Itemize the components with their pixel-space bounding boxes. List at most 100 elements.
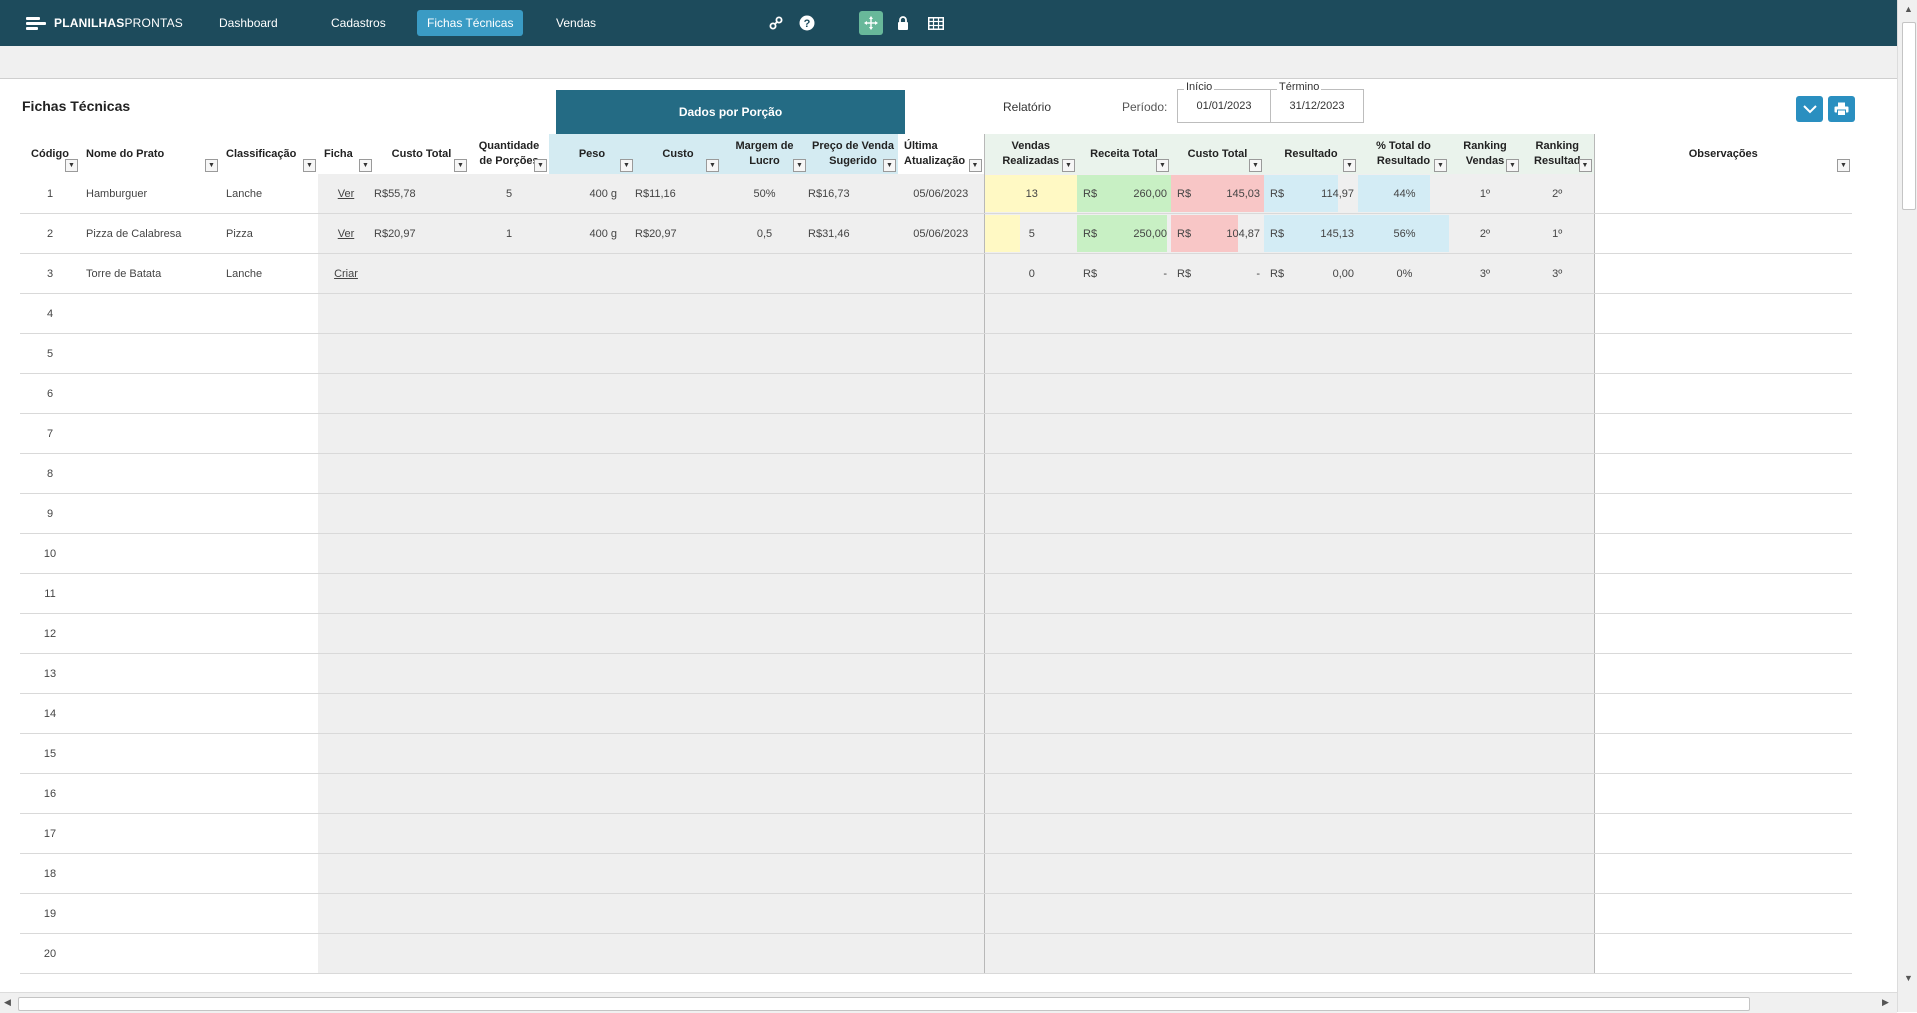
classificacao-cell[interactable] [220, 893, 318, 934]
codigo-cell[interactable]: 1 [20, 174, 80, 214]
ficha-cell[interactable] [318, 653, 374, 694]
termino-value[interactable]: 31/12/2023 [1289, 100, 1345, 112]
inicio-value[interactable]: 01/01/2023 [1196, 100, 1252, 112]
nome-cell[interactable] [80, 533, 220, 574]
nome-cell[interactable] [80, 733, 220, 774]
observacoes-cell[interactable] [1593, 493, 1852, 534]
horizontal-scroll-thumb[interactable] [18, 997, 1750, 1011]
ficha-cell[interactable] [318, 373, 374, 414]
ficha-cell[interactable] [318, 413, 374, 454]
ficha-cell[interactable] [318, 693, 374, 734]
filter-dropdown-icon[interactable]: ▼ [1156, 159, 1169, 172]
classificacao-cell[interactable] [220, 773, 318, 814]
codigo-cell[interactable]: 13 [20, 653, 80, 694]
filter-dropdown-icon[interactable]: ▼ [968, 159, 982, 172]
observacoes-cell[interactable] [1593, 253, 1852, 294]
classificacao-cell[interactable] [220, 493, 318, 534]
codigo-cell[interactable]: 6 [20, 373, 80, 414]
classificacao-cell[interactable] [220, 453, 318, 494]
nome-cell[interactable] [80, 493, 220, 534]
ficha-cell[interactable] [318, 933, 374, 974]
observacoes-cell[interactable] [1593, 893, 1852, 934]
ficha-cell[interactable] [318, 533, 374, 574]
codigo-cell[interactable]: 16 [20, 773, 80, 814]
ficha-cell[interactable] [318, 493, 374, 534]
codigo-cell[interactable]: 9 [20, 493, 80, 534]
ficha-cell[interactable] [318, 773, 374, 814]
planilhas-prontas-logo[interactable]: PLANILHAS PRONTAS [26, 13, 183, 33]
classificacao-cell[interactable] [220, 933, 318, 974]
print-button[interactable] [1828, 96, 1855, 122]
observacoes-cell[interactable] [1593, 813, 1852, 854]
lock-icon[interactable] [892, 12, 914, 34]
ficha-cell[interactable] [318, 293, 374, 334]
scroll-left-icon[interactable]: ◀ [4, 997, 11, 1007]
vertical-scroll-thumb[interactable] [1902, 22, 1916, 210]
observacoes-cell[interactable] [1593, 413, 1852, 454]
codigo-cell[interactable]: 20 [20, 933, 80, 974]
nav-vendas[interactable]: Vendas [556, 16, 597, 30]
filter-dropdown-icon[interactable]: ▼ [454, 159, 467, 172]
filter-dropdown-icon[interactable]: ▼ [1434, 159, 1447, 172]
filter-dropdown-icon[interactable]: ▼ [706, 159, 719, 172]
filter-dropdown-icon[interactable]: ▼ [534, 159, 547, 172]
expand-button[interactable] [1796, 96, 1823, 122]
ficha-cell[interactable] [318, 893, 374, 934]
nome-cell[interactable]: Pizza de Calabresa [80, 213, 220, 254]
help-icon[interactable]: ? [796, 12, 818, 34]
filter-dropdown-icon[interactable]: ▼ [1837, 159, 1850, 172]
classificacao-cell[interactable]: Lanche [220, 174, 318, 214]
codigo-cell[interactable]: 4 [20, 293, 80, 334]
termino-date-field[interactable]: Término 31/12/2023 [1270, 81, 1364, 123]
criar-ficha-link[interactable]: Criar [334, 267, 358, 280]
vertical-scrollbar[interactable]: ▲ ▼ [1897, 0, 1917, 1012]
classificacao-cell[interactable] [220, 693, 318, 734]
scroll-right-icon[interactable]: ▶ [1882, 997, 1889, 1007]
classificacao-cell[interactable] [220, 413, 318, 454]
observacoes-cell[interactable] [1593, 653, 1852, 694]
codigo-cell[interactable]: 10 [20, 533, 80, 574]
observacoes-cell[interactable] [1593, 853, 1852, 894]
classificacao-cell[interactable]: Pizza [220, 213, 318, 254]
nome-cell[interactable] [80, 653, 220, 694]
filter-dropdown-icon[interactable]: ▼ [1249, 159, 1262, 172]
ficha-cell[interactable]: Criar [318, 253, 374, 294]
classificacao-cell[interactable] [220, 373, 318, 414]
ficha-cell[interactable] [318, 613, 374, 654]
ficha-cell[interactable] [318, 333, 374, 374]
nome-cell[interactable] [80, 613, 220, 654]
observacoes-cell[interactable] [1593, 933, 1852, 974]
classificacao-cell[interactable] [220, 733, 318, 774]
sort-filter-icon[interactable]: ▼ [65, 159, 78, 172]
observacoes-cell[interactable] [1593, 293, 1852, 334]
ficha-cell[interactable]: Ver [318, 174, 374, 214]
observacoes-cell[interactable] [1593, 733, 1852, 774]
classificacao-cell[interactable] [220, 533, 318, 574]
nome-cell[interactable] [80, 773, 220, 814]
link-icon[interactable] [765, 12, 787, 34]
nome-cell[interactable] [80, 573, 220, 614]
nome-cell[interactable] [80, 893, 220, 934]
classificacao-cell[interactable] [220, 573, 318, 614]
observacoes-cell[interactable] [1593, 533, 1852, 574]
filter-dropdown-icon[interactable]: ▼ [1062, 159, 1075, 172]
observacoes-cell[interactable] [1593, 174, 1852, 214]
filter-dropdown-icon[interactable]: ▼ [883, 159, 896, 172]
grid-icon[interactable] [925, 12, 947, 34]
filter-dropdown-icon[interactable]: ▼ [1578, 159, 1592, 172]
observacoes-cell[interactable] [1593, 213, 1852, 254]
codigo-cell[interactable]: 2 [20, 213, 80, 254]
nome-cell[interactable] [80, 813, 220, 854]
codigo-cell[interactable]: 15 [20, 733, 80, 774]
codigo-cell[interactable]: 19 [20, 893, 80, 934]
filter-dropdown-icon[interactable]: ▼ [1506, 159, 1519, 172]
ver-ficha-link[interactable]: Ver [337, 227, 355, 240]
scroll-up-icon[interactable]: ▲ [1904, 4, 1913, 14]
scroll-down-icon[interactable]: ▼ [1904, 973, 1913, 983]
nome-cell[interactable] [80, 373, 220, 414]
ficha-cell[interactable] [318, 853, 374, 894]
codigo-cell[interactable]: 14 [20, 693, 80, 734]
nome-cell[interactable] [80, 693, 220, 734]
observacoes-cell[interactable] [1593, 333, 1852, 374]
observacoes-cell[interactable] [1593, 453, 1852, 494]
